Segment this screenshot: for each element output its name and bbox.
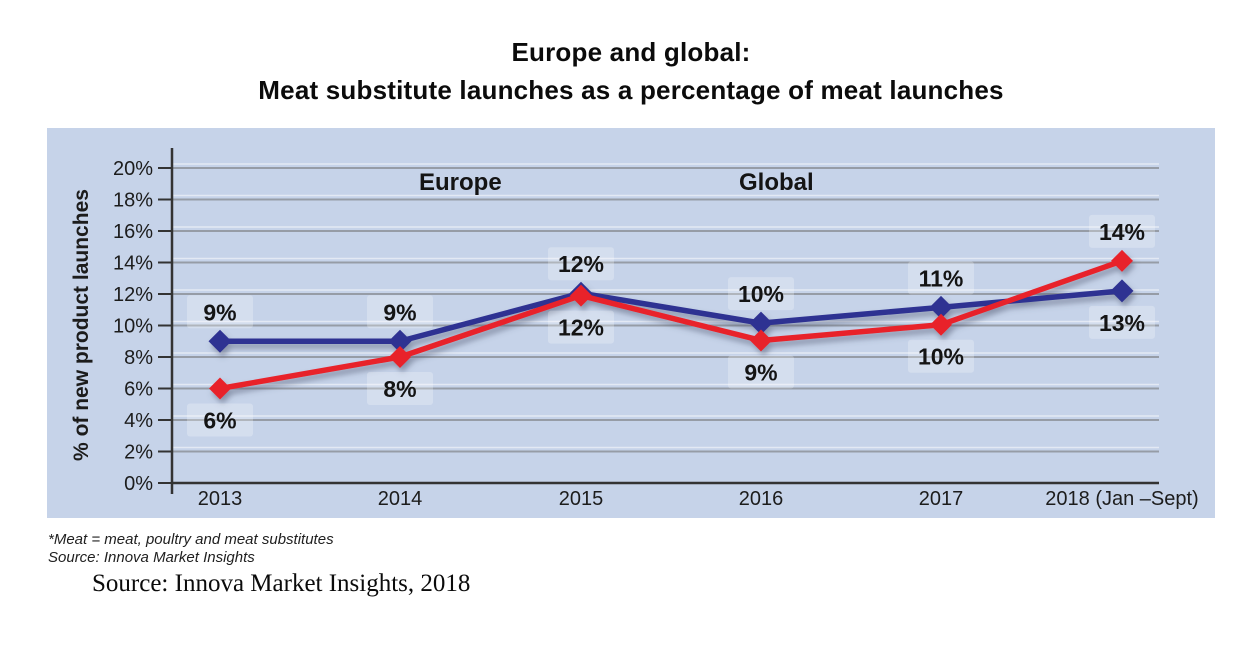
y-axis: 0% 2% 4% 6% 8% 10% 12% 14% 16% 18% 20% bbox=[113, 148, 174, 495]
data-label-chip bbox=[367, 295, 433, 329]
data-labels: 9% 9% 12% 10% 11% 13% 6% 8% 12% 9% 10% 14% bbox=[203, 219, 1145, 434]
y-tick-label: 18% bbox=[113, 190, 153, 212]
y-tick-label: 8% bbox=[124, 347, 153, 369]
x-category-label: 2018 (Jan –Sept) bbox=[1045, 488, 1198, 510]
legend-item-global: Global bbox=[542, 169, 814, 196]
y-tick-label: 20% bbox=[113, 158, 153, 180]
data-label: 8% bbox=[383, 376, 416, 402]
gridlines bbox=[172, 163, 1159, 453]
x-category-label: 2015 bbox=[559, 488, 604, 510]
legend-item-europe: Europe bbox=[222, 169, 502, 196]
chart-title-line1: Europe and global: bbox=[511, 37, 751, 67]
footnote-source: Source: Innova Market Insights bbox=[48, 549, 255, 566]
chart-canvas: 0% 2% 4% 6% 8% 10% 12% 14% 16% 18% 20% % of new pro… bbox=[70, 148, 1199, 510]
chart-figure: 0% 2% 4% 6% 8% 10% 12% 14% 16% 18% 20% % of new pro… bbox=[47, 128, 1215, 518]
y-tick-label: 6% bbox=[124, 379, 153, 401]
data-label-chip bbox=[1089, 214, 1155, 248]
global-marker bbox=[389, 346, 411, 368]
chart-footnotes: *Meat = meat, poultry and meat substitut… bbox=[48, 531, 334, 567]
legend-label-global: Global bbox=[739, 169, 814, 196]
y-tick-label: 12% bbox=[113, 284, 153, 306]
global-line bbox=[217, 258, 1125, 392]
footnote-meat-definition: *Meat = meat, poultry and meat substitut… bbox=[48, 531, 334, 548]
data-label: 9% bbox=[744, 359, 777, 385]
y-tick-label: 16% bbox=[113, 221, 153, 243]
global-marker bbox=[209, 377, 231, 400]
data-label: 14% bbox=[1099, 219, 1145, 245]
data-label-chip bbox=[548, 310, 614, 344]
y-tick-label: 10% bbox=[113, 316, 153, 338]
y-tick-label: 2% bbox=[124, 442, 153, 464]
x-category-label: 2014 bbox=[378, 488, 423, 510]
data-label: 11% bbox=[919, 265, 964, 291]
europe-marker bbox=[1110, 279, 1134, 303]
data-label-chips bbox=[187, 214, 1155, 437]
data-label: 6% bbox=[203, 408, 236, 434]
europe-marker bbox=[929, 295, 953, 319]
y-tick-label: 4% bbox=[124, 410, 153, 432]
global-marker bbox=[1111, 249, 1133, 272]
data-label: 9% bbox=[203, 299, 236, 325]
data-label-chip bbox=[367, 372, 433, 405]
data-label: 12% bbox=[558, 251, 604, 277]
data-label: 9% bbox=[383, 299, 416, 325]
series-group bbox=[208, 249, 1134, 400]
global-marker bbox=[930, 313, 952, 336]
series-global bbox=[209, 249, 1133, 400]
data-label-chip bbox=[728, 277, 794, 311]
y-axis-title: % of new product launches bbox=[70, 189, 93, 461]
x-category-label: 2017 bbox=[919, 488, 964, 510]
x-axis: 2013 2014 2015 2016 2017 2018 (Jan –Sept) bbox=[171, 481, 1199, 510]
source-caption: Source: Innova Market Insights, 2018 bbox=[92, 570, 471, 597]
legend-label-europe: Europe bbox=[419, 169, 502, 196]
data-label-chip bbox=[908, 261, 974, 295]
y-tick-label: 0% bbox=[124, 473, 153, 495]
europe-marker bbox=[749, 311, 773, 335]
europe-line bbox=[217, 288, 1125, 344]
global-marker bbox=[570, 284, 592, 307]
y-tick-label: 14% bbox=[113, 253, 153, 275]
europe-marker bbox=[208, 329, 232, 353]
data-label: 10% bbox=[738, 281, 784, 307]
data-label-chip bbox=[1089, 305, 1155, 339]
x-category-label: 2016 bbox=[739, 488, 784, 510]
data-label-chip bbox=[548, 247, 614, 281]
x-category-label: 2013 bbox=[198, 488, 243, 510]
data-label-chip bbox=[728, 355, 794, 389]
data-label: 10% bbox=[918, 344, 964, 370]
data-label-chip bbox=[187, 403, 253, 437]
chart-title: Europe and global: Meat substitute launc… bbox=[0, 33, 1251, 109]
data-label: 12% bbox=[558, 315, 604, 341]
legend: Europe Global bbox=[222, 169, 814, 196]
europe-marker bbox=[388, 329, 412, 353]
data-label: 13% bbox=[1099, 310, 1145, 336]
chart-title-line2: Meat substitute launches as a percentage… bbox=[258, 75, 1004, 105]
data-label-chip bbox=[187, 295, 253, 329]
data-label-chip bbox=[908, 339, 974, 373]
global-marker bbox=[750, 329, 772, 352]
